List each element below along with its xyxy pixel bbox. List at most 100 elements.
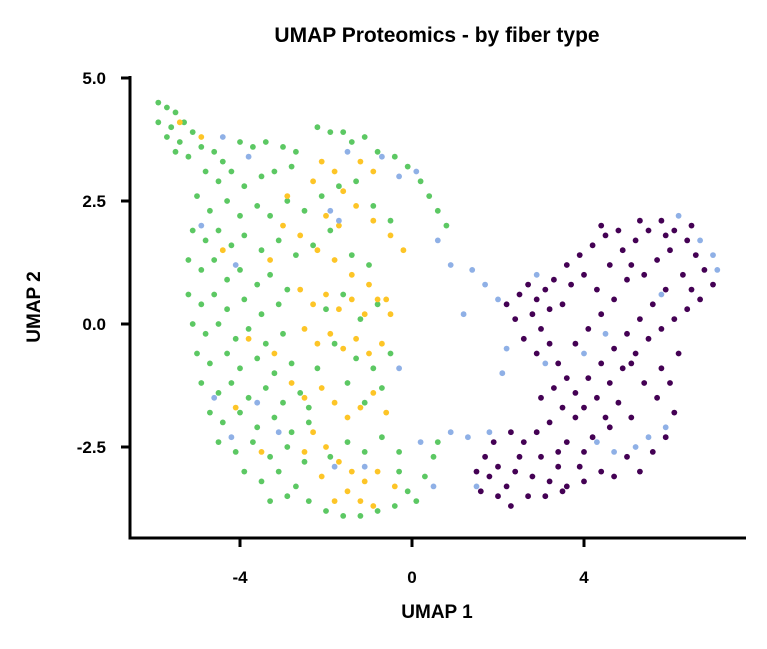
scatter-point <box>211 148 218 155</box>
scatter-point <box>581 271 587 278</box>
scatter-point <box>284 286 291 293</box>
scatter-point <box>624 453 630 460</box>
scatter-point <box>624 276 630 283</box>
scatter-point <box>323 291 329 298</box>
scatter-point <box>654 394 660 401</box>
scatter-point <box>400 247 407 254</box>
scatter-point <box>482 453 488 460</box>
scatter-point <box>348 252 355 258</box>
scatter-point <box>611 449 617 455</box>
scatter-point <box>473 483 480 490</box>
scatter-point <box>288 163 295 170</box>
scatter-point <box>379 385 385 391</box>
scatter-point <box>297 232 304 239</box>
scatter-point <box>460 311 467 318</box>
scatter-point <box>344 439 351 445</box>
scatter-point <box>546 306 553 313</box>
scatter-point <box>224 198 231 204</box>
scatter-point <box>555 449 562 455</box>
scatter-point <box>361 311 368 318</box>
scatter-point <box>284 193 291 200</box>
scatter-point <box>615 399 622 406</box>
scatter-point <box>164 134 170 140</box>
scatter-point <box>267 271 273 278</box>
scatter-point <box>301 458 308 465</box>
scatter-point <box>353 355 359 362</box>
scatter-point <box>361 478 368 485</box>
scatter-point <box>323 306 329 313</box>
scatter-point <box>258 311 265 318</box>
scatter-point <box>194 350 200 357</box>
scatter-point <box>318 193 325 200</box>
scatter-point <box>361 463 368 470</box>
scatter-point <box>323 508 329 514</box>
scatter-point <box>293 252 299 258</box>
scatter-point <box>658 291 665 298</box>
scatter-point <box>293 483 299 490</box>
scatter-point <box>241 232 248 239</box>
scatter-point <box>598 222 605 229</box>
scatter-point <box>357 158 364 165</box>
scatter-points <box>155 99 721 519</box>
scatter-point <box>370 217 377 224</box>
scatter-point <box>344 380 351 386</box>
scatter-point <box>628 262 635 268</box>
scatter-point <box>327 129 334 136</box>
scatter-point <box>662 232 669 239</box>
scatter-point <box>508 503 514 509</box>
scatter-point <box>219 134 226 140</box>
scatter-point <box>348 468 355 475</box>
scatter-point <box>628 360 635 367</box>
scatter-point <box>568 281 574 288</box>
scatter-point <box>331 340 338 347</box>
scatter-point <box>198 301 205 308</box>
scatter-point <box>344 488 351 495</box>
scatter-point <box>189 227 196 234</box>
scatter-point <box>581 350 587 357</box>
scatter-point <box>348 271 355 278</box>
scatter-point <box>637 468 643 475</box>
scatter-point <box>211 257 218 263</box>
scatter-point <box>366 262 372 268</box>
scatter-point <box>155 119 162 126</box>
scatter-point <box>207 409 213 416</box>
scatter-point <box>275 468 282 475</box>
scatter-point <box>164 104 170 111</box>
scatter-point <box>572 340 579 347</box>
scatter-point <box>538 394 544 401</box>
x-tick-label: -4 <box>232 568 248 587</box>
scatter-point <box>361 399 368 406</box>
scatter-point <box>250 144 256 150</box>
scatter-point <box>194 193 200 200</box>
scatter-point <box>632 350 639 357</box>
scatter-point <box>357 513 364 519</box>
scatter-point <box>546 478 553 485</box>
scatter-point <box>688 286 695 293</box>
scatter-point <box>387 232 394 239</box>
scatter-point <box>422 473 428 480</box>
scatter-point <box>219 247 226 254</box>
scatter-point <box>559 488 566 495</box>
scatter-point <box>391 483 398 490</box>
scatter-point <box>714 267 721 273</box>
scatter-point <box>262 139 269 145</box>
scatter-point <box>215 178 222 185</box>
scatter-point <box>606 380 613 386</box>
scatter-point <box>211 394 218 401</box>
scatter-point <box>189 129 196 136</box>
scatter-point <box>288 360 295 367</box>
scatter-point <box>288 429 295 436</box>
scatter-point <box>262 385 269 391</box>
scatter-point <box>254 203 261 209</box>
scatter-point <box>697 237 703 244</box>
scatter-point <box>366 281 372 288</box>
scatter-point <box>645 335 652 342</box>
scatter-point <box>374 301 381 308</box>
scatter-point <box>305 498 312 504</box>
scatter-point <box>176 139 183 145</box>
scatter-point <box>258 247 265 254</box>
scatter-point <box>241 183 248 190</box>
scatter-point <box>434 237 441 244</box>
scatter-point <box>336 458 342 465</box>
scatter-point <box>434 439 441 445</box>
